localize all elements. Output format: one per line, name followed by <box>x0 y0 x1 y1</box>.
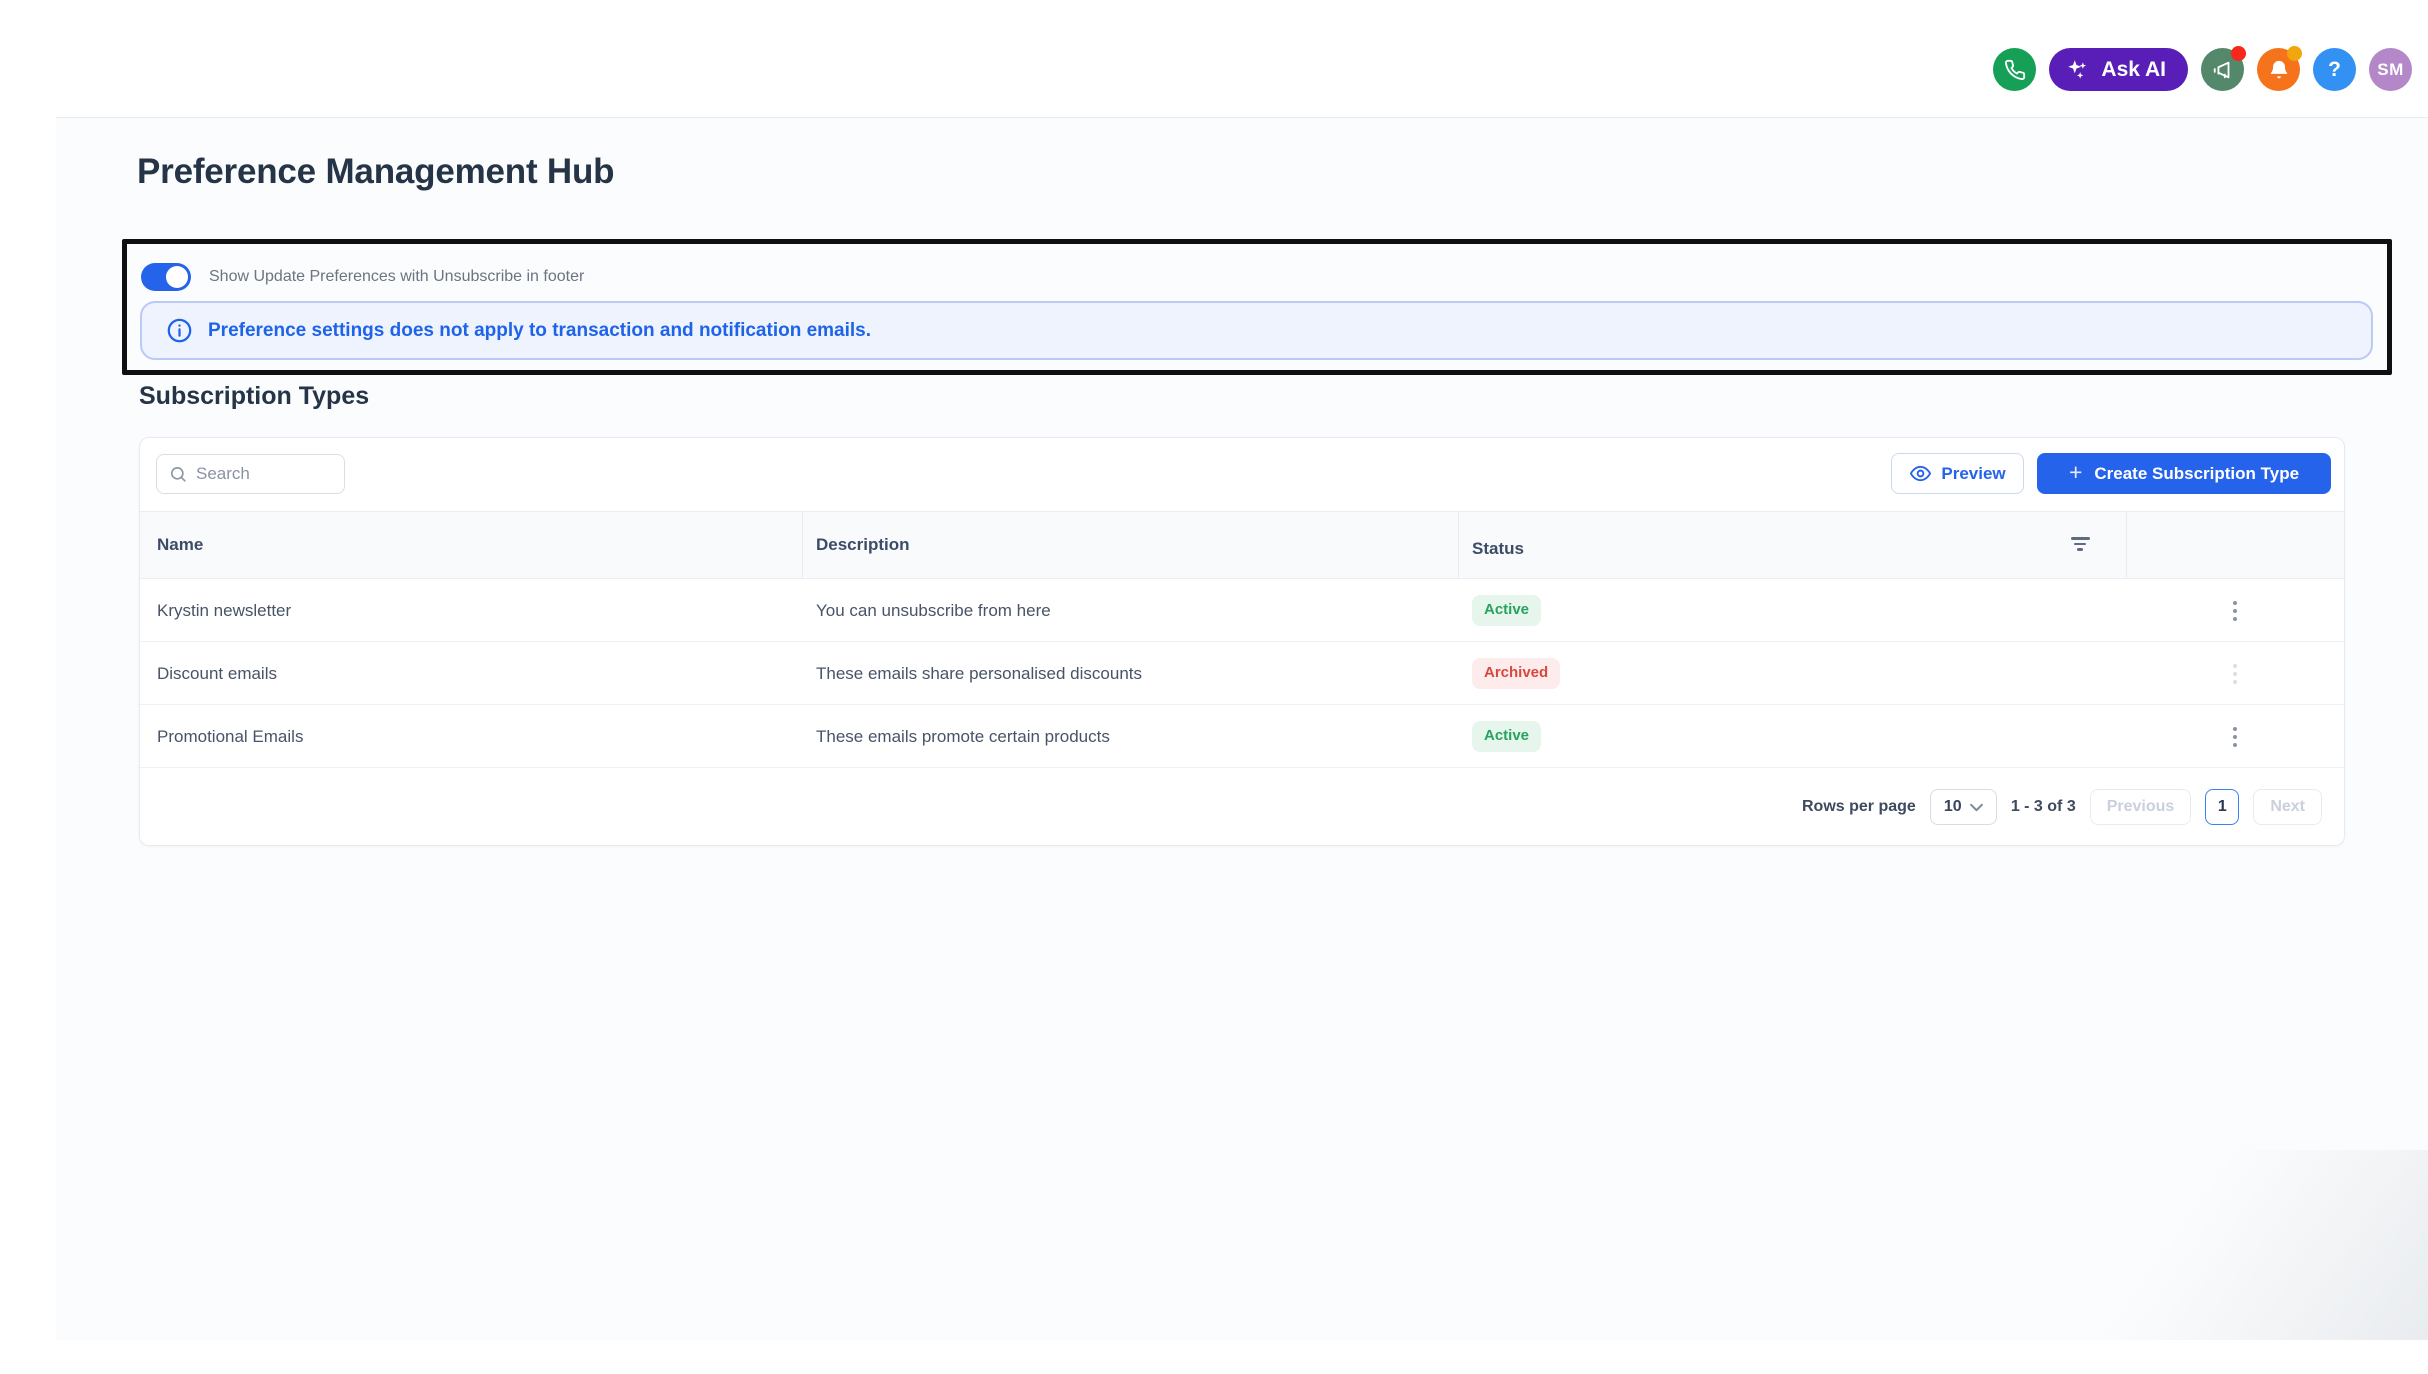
filter-icon[interactable] <box>2070 537 2090 553</box>
status-badge: Active <box>1472 721 1542 752</box>
info-banner-text: Preference settings does not apply to tr… <box>208 319 872 341</box>
section-title: Subscription Types <box>139 382 370 410</box>
search-box <box>156 454 345 494</box>
row-description: You can unsubscribe from here <box>816 601 1051 620</box>
announcements-badge-dot <box>2231 46 2246 61</box>
preview-button[interactable]: Preview <box>1891 453 2024 494</box>
table-header: Name Description Status <box>140 511 2344 579</box>
row-actions-menu-button[interactable] <box>2222 719 2248 755</box>
subscription-types-card: Preview + Create Subscription Type Name … <box>139 437 2345 846</box>
search-icon <box>169 465 188 484</box>
footer-preference-toggle-row: Show Update Preferences with Unsubscribe… <box>141 262 584 291</box>
search-input[interactable] <box>196 464 332 484</box>
table-row: Discount emails These emails share perso… <box>140 642 2344 705</box>
show-update-preferences-toggle[interactable] <box>141 262 191 291</box>
topbar-divider <box>56 117 2428 118</box>
column-header-name: Name <box>157 535 204 554</box>
column-divider <box>1458 512 1459 578</box>
previous-page-button[interactable]: Previous <box>2089 789 2192 825</box>
row-description: These emails promote certain products <box>816 727 1110 746</box>
help-button[interactable]: ? <box>2313 48 2356 91</box>
row-actions-menu-button[interactable] <box>2222 656 2248 692</box>
rows-per-page-select[interactable]: 10 <box>1929 789 1997 825</box>
row-name: Promotional Emails <box>157 727 304 746</box>
info-banner: Preference settings does not apply to tr… <box>140 301 2373 360</box>
preview-label: Preview <box>1941 463 2006 483</box>
status-badge: Archived <box>1472 658 1561 689</box>
row-name: Krystin newsletter <box>157 601 292 620</box>
column-divider <box>802 512 803 578</box>
table-row: Promotional Emails These emails promote … <box>140 705 2344 768</box>
status-badge: Active <box>1472 595 1542 626</box>
sparkles-icon <box>2065 57 2091 83</box>
eye-icon <box>1909 462 1932 485</box>
annotation-highlight-box <box>122 239 2392 375</box>
info-icon <box>166 317 193 344</box>
phone-button[interactable] <box>1993 48 2037 91</box>
avatar-initials: SM <box>2377 59 2404 79</box>
toggle-knob <box>166 265 188 288</box>
notifications-badge-dot <box>2287 46 2302 61</box>
ask-ai-label: Ask AI <box>2101 57 2166 81</box>
create-label: Create Subscription Type <box>2094 463 2300 483</box>
topbar-actions: Ask AI ? SM <box>1993 46 2412 91</box>
toggle-label: Show Update Preferences with Unsubscribe… <box>209 267 585 285</box>
corner-shade <box>1958 1150 2428 1340</box>
page-title: Preference Management Hub <box>137 152 615 191</box>
bell-icon <box>2268 59 2290 81</box>
next-page-button[interactable]: Next <box>2253 789 2322 825</box>
plus-icon: + <box>2068 459 2083 485</box>
column-divider <box>2126 512 2127 578</box>
pagination-range: 1 - 3 of 3 <box>2010 798 2076 815</box>
question-mark-icon: ? <box>2328 57 2341 81</box>
row-description: These emails share personalised discount… <box>816 664 1143 683</box>
row-actions-menu-button[interactable] <box>2222 593 2248 629</box>
row-name: Discount emails <box>157 664 277 683</box>
phone-icon <box>2004 59 2026 81</box>
column-header-status: Status <box>1472 539 1524 558</box>
notifications-button[interactable] <box>2257 46 2302 91</box>
user-avatar[interactable]: SM <box>2369 48 2412 91</box>
table-row: Krystin newsletter You can unsubscribe f… <box>140 579 2344 642</box>
column-header-description: Description <box>816 535 910 554</box>
chevron-down-icon <box>1969 803 1983 812</box>
create-subscription-type-button[interactable]: + Create Subscription Type <box>2037 453 2331 494</box>
announcements-button[interactable] <box>2201 46 2246 91</box>
page-number-button[interactable]: 1 <box>2205 789 2240 825</box>
ask-ai-button[interactable]: Ask AI <box>2049 48 2188 91</box>
rows-per-page-label: Rows per page <box>1802 798 1916 815</box>
pagination-bar: Rows per page 10 1 - 3 of 3 Previous 1 N… <box>140 769 2344 845</box>
rows-per-page-value: 10 <box>1943 798 1962 815</box>
megaphone-icon <box>2212 59 2234 81</box>
